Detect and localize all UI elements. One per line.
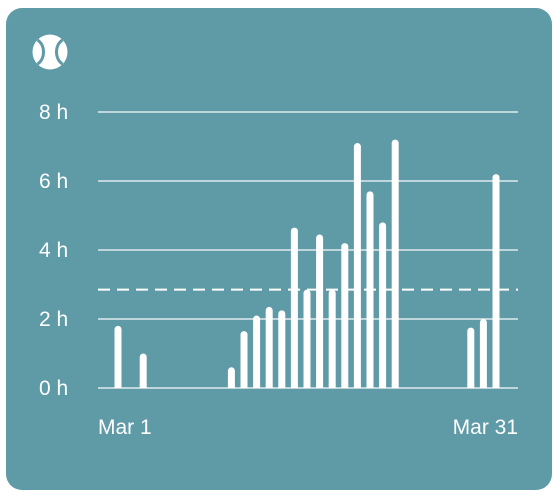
bar-base-day-18 bbox=[328, 384, 336, 388]
bar-base-day-19 bbox=[341, 384, 349, 388]
bar-base-day-10 bbox=[227, 384, 235, 388]
bar-day-15 bbox=[290, 227, 298, 388]
bar-base-day-31 bbox=[492, 384, 500, 388]
bar-day-3 bbox=[139, 353, 147, 388]
bar-base-day-3 bbox=[139, 384, 147, 388]
y-tick-label: 2 h bbox=[39, 308, 68, 331]
bar-day-22 bbox=[379, 222, 387, 388]
bar-base-day-20 bbox=[353, 384, 361, 388]
bar-day-10 bbox=[227, 367, 235, 388]
bar-base-day-11 bbox=[240, 384, 248, 388]
bar-day-29 bbox=[467, 327, 475, 388]
y-tick-label: 0 h bbox=[39, 377, 68, 400]
bar-day-16 bbox=[303, 289, 311, 388]
sleep-chart-card: 0 h 2 h 4 h 6 h 8 h Mar 1 Mar 31 bbox=[6, 8, 552, 490]
bar-base-day-14 bbox=[278, 384, 286, 388]
bar-base-day-30 bbox=[479, 384, 487, 388]
bar-base-day-22 bbox=[379, 384, 387, 388]
bar-day-30 bbox=[479, 319, 487, 388]
tennis-ball-icon bbox=[32, 34, 68, 70]
bar-chart: 0 h 2 h 4 h 6 h 8 h Mar 1 Mar 31 bbox=[32, 34, 518, 439]
bar-day-23 bbox=[391, 139, 399, 388]
bar-base-day-29 bbox=[467, 384, 475, 388]
bar-base-day-15 bbox=[290, 384, 298, 388]
bar-day-31 bbox=[492, 174, 500, 388]
y-tick-label: 6 h bbox=[39, 170, 68, 193]
x-end-label: Mar 31 bbox=[453, 416, 518, 439]
bar-day-18 bbox=[328, 289, 336, 388]
bar-base-day-21 bbox=[366, 384, 374, 388]
bar-base-day-23 bbox=[391, 384, 399, 388]
bar-base-day-16 bbox=[303, 384, 311, 388]
bar-day-21 bbox=[366, 191, 374, 388]
bar-day-13 bbox=[265, 306, 273, 388]
bar-base-day-1 bbox=[114, 384, 122, 388]
x-start-label: Mar 1 bbox=[98, 416, 152, 439]
bar-day-11 bbox=[240, 331, 248, 388]
y-tick-label: 8 h bbox=[39, 101, 68, 124]
bar-day-17 bbox=[316, 234, 324, 388]
bar-day-1 bbox=[114, 325, 122, 388]
bar-day-19 bbox=[341, 243, 349, 388]
bar-base-day-12 bbox=[253, 384, 261, 388]
bar-base-day-13 bbox=[265, 384, 273, 388]
bar-day-20 bbox=[353, 143, 361, 388]
bar-day-14 bbox=[278, 310, 286, 388]
bar-base-day-17 bbox=[316, 384, 324, 388]
bar-day-12 bbox=[253, 315, 261, 388]
y-tick-label: 4 h bbox=[39, 239, 68, 262]
